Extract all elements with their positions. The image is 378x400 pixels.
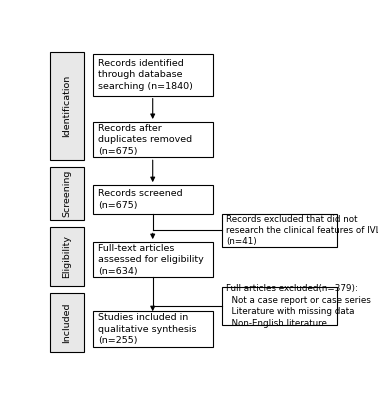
Text: Full-text articles
assessed for eligibility
(n=634): Full-text articles assessed for eligibil…: [98, 244, 204, 276]
Text: Included: Included: [62, 303, 71, 343]
Text: Records after
duplicates removed
(n=675): Records after duplicates removed (n=675): [98, 124, 192, 156]
Text: Eligibility: Eligibility: [62, 235, 71, 278]
Text: Studies included in
qualitative synthesis
(n=255): Studies included in qualitative synthesi…: [98, 313, 197, 345]
Bar: [50, 294, 84, 352]
Text: Identification: Identification: [62, 75, 71, 137]
Text: Screening: Screening: [62, 170, 71, 217]
Bar: [222, 214, 337, 247]
Bar: [50, 227, 84, 286]
Text: Records screened
(n=675): Records screened (n=675): [98, 190, 183, 210]
Text: Records identified
through database
searching (n=1840): Records identified through database sear…: [98, 59, 193, 91]
Bar: [50, 167, 84, 220]
Bar: [93, 185, 213, 214]
Bar: [93, 311, 213, 347]
Bar: [93, 242, 213, 278]
Text: Full articles excluded(n=379):
  Not a case report or case series
  Literature w: Full articles excluded(n=379): Not a cas…: [226, 284, 371, 328]
Bar: [50, 52, 84, 160]
Text: Records excluded that did not
research the clinical features of IVL
(n=41): Records excluded that did not research t…: [226, 214, 378, 246]
Bar: [222, 287, 337, 325]
Bar: [93, 122, 213, 157]
Bar: [93, 54, 213, 96]
